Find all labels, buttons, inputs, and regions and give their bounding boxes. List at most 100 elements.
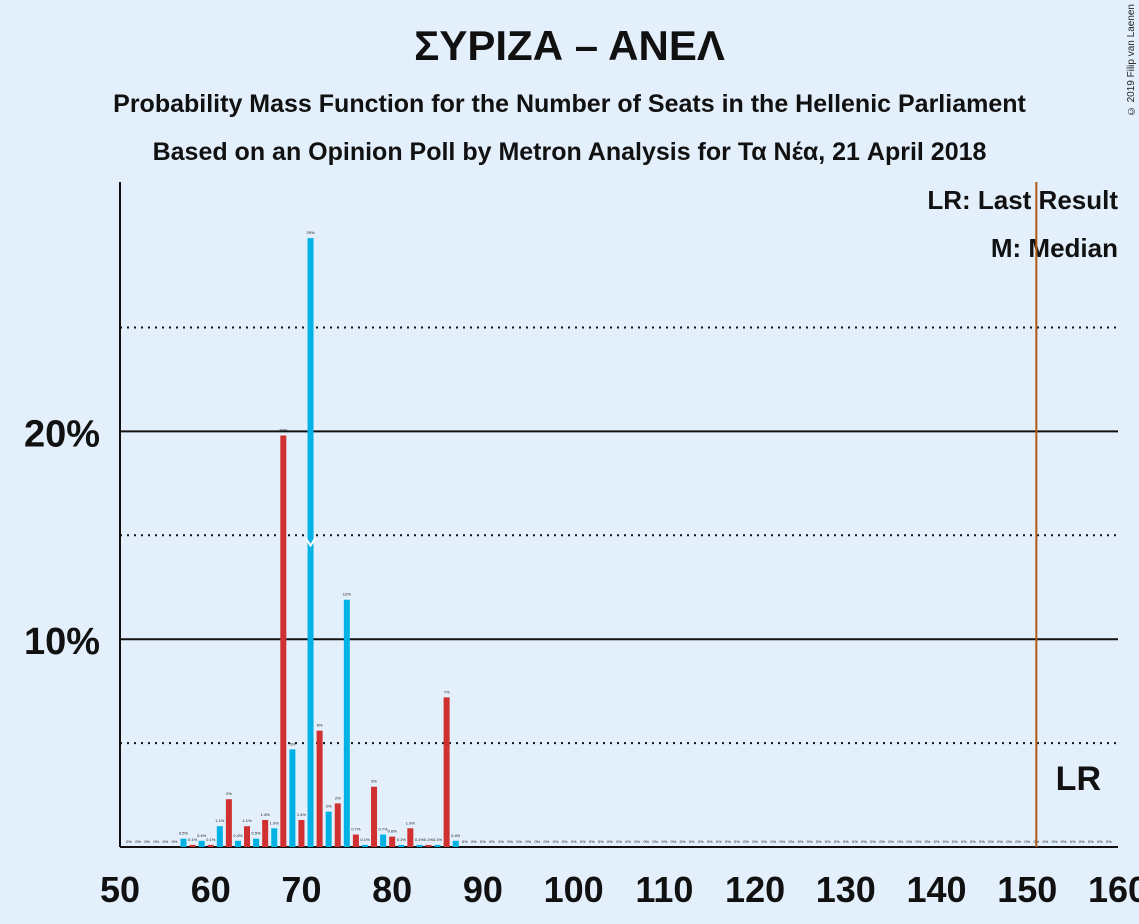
bar-value-label: 0%: [734, 839, 740, 844]
bar-value-label: 0%: [916, 839, 922, 844]
bar-value-label: 0%: [498, 839, 504, 844]
bar-value-label: 0%: [997, 839, 1003, 844]
bar-seats-87: [452, 840, 459, 847]
bar-value-label: 0%: [988, 839, 994, 844]
bar-value-label: 0%: [970, 839, 976, 844]
last-result-marker: LR: [1056, 760, 1101, 798]
bar-value-label: 0%: [843, 839, 849, 844]
bar-seats-64: [244, 826, 251, 847]
bar-value-label: 0%: [634, 839, 640, 844]
bar-value-label: 0%: [698, 839, 704, 844]
x-tick-label: 80: [372, 869, 412, 910]
bar-value-label: 0%: [906, 839, 912, 844]
legend-last-result: LR: Last Result: [927, 185, 1118, 215]
bar-value-label: 0.1%: [433, 837, 443, 842]
bar-value-label: 0%: [480, 839, 486, 844]
bar-value-label: 0%: [888, 839, 894, 844]
bar-value-label: 0.1%: [188, 837, 198, 842]
bar-value-label: 0%: [525, 839, 531, 844]
bar-value-label: 0.5%: [252, 831, 262, 836]
bar-seats-83: [416, 844, 423, 847]
bar-value-label: 0.1%: [424, 837, 434, 842]
bar-seats-66: [262, 819, 269, 847]
bar-value-label: 1.1%: [215, 818, 225, 823]
bar-value-label: 2%: [326, 804, 332, 809]
bar-seats-80: [389, 836, 396, 847]
bar-value-label: 1.0%: [406, 820, 416, 825]
bar-value-label: 2%: [335, 795, 341, 800]
bar-value-label: 0%: [652, 839, 658, 844]
bar-seats-72: [316, 730, 323, 847]
median-marker: [304, 537, 317, 548]
bar-seats-67: [271, 828, 278, 847]
bar-value-label: 1.0%: [270, 820, 280, 825]
bar-seats-77: [361, 844, 368, 847]
bar-value-label: 0%: [553, 839, 559, 844]
bar-value-label: 0%: [1024, 839, 1030, 844]
bar-value-label: 0%: [788, 839, 794, 844]
bar-seats-63: [234, 840, 241, 847]
bar-value-label: 0%: [462, 839, 468, 844]
bar-value-label: 0%: [825, 839, 831, 844]
bar-seats-60: [207, 844, 214, 847]
bar-value-label: 0%: [725, 839, 731, 844]
bar-value-label: 0%: [761, 839, 767, 844]
bar-value-label: 0%: [616, 839, 622, 844]
bar-value-label: 0.1%: [360, 837, 370, 842]
bar-value-label: 2%: [226, 791, 232, 796]
bar-seats-65: [253, 838, 260, 847]
bar-value-label: 0.4%: [451, 833, 461, 838]
bar-value-label: 0%: [671, 839, 677, 844]
bar-seats-58: [189, 844, 196, 847]
bar-value-label: 0%: [562, 839, 568, 844]
bar-seats-85: [434, 844, 441, 847]
bar-value-label: 0%: [1079, 839, 1085, 844]
x-tick-label: 120: [725, 869, 785, 910]
bar-value-label: 0%: [144, 839, 150, 844]
bar-value-label: 0%: [153, 839, 159, 844]
bar-seats-70: [298, 819, 305, 847]
bar-seats-61: [216, 826, 223, 847]
bar-value-label: 0%: [1106, 839, 1112, 844]
bar-value-label: 0%: [925, 839, 931, 844]
bar-value-label: 0%: [1015, 839, 1021, 844]
bar-value-label: 0.1%: [397, 837, 407, 842]
bar-seats-79: [380, 834, 387, 847]
bar-value-label: 0%: [580, 839, 586, 844]
x-tick-label: 130: [816, 869, 876, 910]
bar-value-label: 0.6%: [388, 829, 398, 834]
bar-value-label: 0%: [135, 839, 141, 844]
bar-value-label: 0%: [1061, 839, 1067, 844]
bar-value-label: 0%: [979, 839, 985, 844]
x-tick-label: 50: [100, 869, 140, 910]
bar-value-label: 0%: [770, 839, 776, 844]
bar-seats-81: [398, 844, 405, 847]
bar-value-label: 0%: [779, 839, 785, 844]
bar-seats-74: [334, 803, 341, 847]
bar-seats-76: [352, 834, 359, 847]
bar-value-label: 0%: [126, 839, 132, 844]
chart-source: Based on an Opinion Poll by Metron Analy…: [152, 138, 987, 166]
chart-subtitle: Probability Mass Function for the Number…: [113, 90, 1026, 118]
bar-value-label: 0%: [489, 839, 495, 844]
x-tick-label: 100: [544, 869, 604, 910]
bar-value-label: 0%: [816, 839, 822, 844]
bar-value-label: 0%: [807, 839, 813, 844]
bar-value-label: 0%: [743, 839, 749, 844]
bar-value-label: 0%: [952, 839, 958, 844]
bar-value-label: 0%: [1070, 839, 1076, 844]
x-tick-label: 70: [281, 869, 321, 910]
bar-value-label: 0.1%: [206, 837, 216, 842]
bar-value-label: 0%: [507, 839, 513, 844]
bar-value-label: 0.4%: [197, 833, 207, 838]
bar-value-label: 0%: [607, 839, 613, 844]
bar-value-label: 0%: [1097, 839, 1103, 844]
bar-value-label: 0%: [589, 839, 595, 844]
y-tick-label: 10%: [24, 621, 100, 663]
bar-value-label: 0%: [897, 839, 903, 844]
bar-value-label: 0%: [571, 839, 577, 844]
x-tick-label: 160: [1088, 869, 1139, 910]
bar-value-label: 0%: [680, 839, 686, 844]
bar-value-label: 0%: [544, 839, 550, 844]
